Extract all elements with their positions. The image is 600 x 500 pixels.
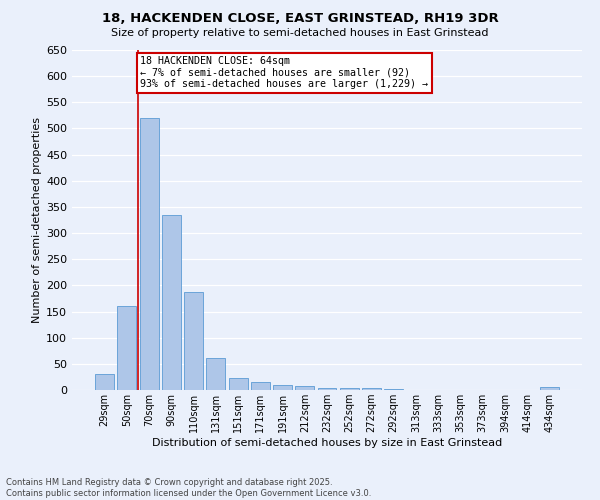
Bar (295, 386, 314, 390)
Text: Contains HM Land Registry data © Crown copyright and database right 2025.
Contai: Contains HM Land Registry data © Crown c… (6, 478, 371, 498)
Text: 18 HACKENDEN CLOSE: 64sqm
← 7% of semi-detached houses are smaller (92)
93% of s: 18 HACKENDEN CLOSE: 64sqm ← 7% of semi-d… (140, 56, 428, 90)
Bar (184, 292, 203, 390)
Bar (229, 378, 248, 390)
Bar (162, 215, 181, 390)
Bar (95, 374, 114, 390)
Bar (251, 382, 270, 390)
Bar (140, 118, 158, 390)
Bar (540, 388, 559, 390)
Bar (317, 388, 337, 390)
X-axis label: Distribution of semi-detached houses by size in East Grinstead: Distribution of semi-detached houses by … (152, 438, 502, 448)
Bar (340, 388, 359, 390)
Text: 18, HACKENDEN CLOSE, EAST GRINSTEAD, RH19 3DR: 18, HACKENDEN CLOSE, EAST GRINSTEAD, RH1… (101, 12, 499, 26)
Bar (362, 388, 381, 390)
Text: Size of property relative to semi-detached houses in East Grinstead: Size of property relative to semi-detach… (111, 28, 489, 38)
Bar (273, 385, 292, 390)
Bar (384, 389, 403, 390)
Bar (118, 306, 136, 390)
Bar (206, 358, 225, 390)
Y-axis label: Number of semi-detached properties: Number of semi-detached properties (32, 117, 42, 323)
